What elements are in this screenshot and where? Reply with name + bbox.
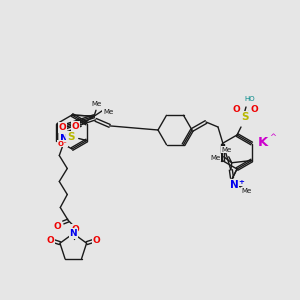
- Text: HO: HO: [245, 96, 255, 102]
- Text: O: O: [250, 104, 258, 113]
- Text: S: S: [67, 131, 74, 142]
- Text: O: O: [92, 236, 100, 244]
- Text: O: O: [71, 225, 79, 234]
- Text: N: N: [70, 229, 77, 238]
- Text: O: O: [72, 122, 80, 131]
- Text: N: N: [230, 180, 238, 190]
- Text: Me: Me: [92, 101, 102, 107]
- Text: ^: ^: [269, 133, 277, 142]
- Text: K: K: [258, 136, 268, 148]
- Text: N: N: [60, 134, 69, 143]
- Text: Me: Me: [211, 155, 221, 161]
- Text: O⁻: O⁻: [58, 140, 68, 146]
- Text: +: +: [238, 179, 244, 185]
- Text: Me: Me: [222, 147, 232, 153]
- Text: O: O: [232, 104, 240, 113]
- Text: O: O: [53, 222, 61, 231]
- Text: S: S: [241, 112, 249, 122]
- Text: O: O: [46, 236, 54, 244]
- Text: O: O: [59, 123, 67, 132]
- Text: Me: Me: [242, 188, 252, 194]
- Text: Me: Me: [103, 109, 113, 115]
